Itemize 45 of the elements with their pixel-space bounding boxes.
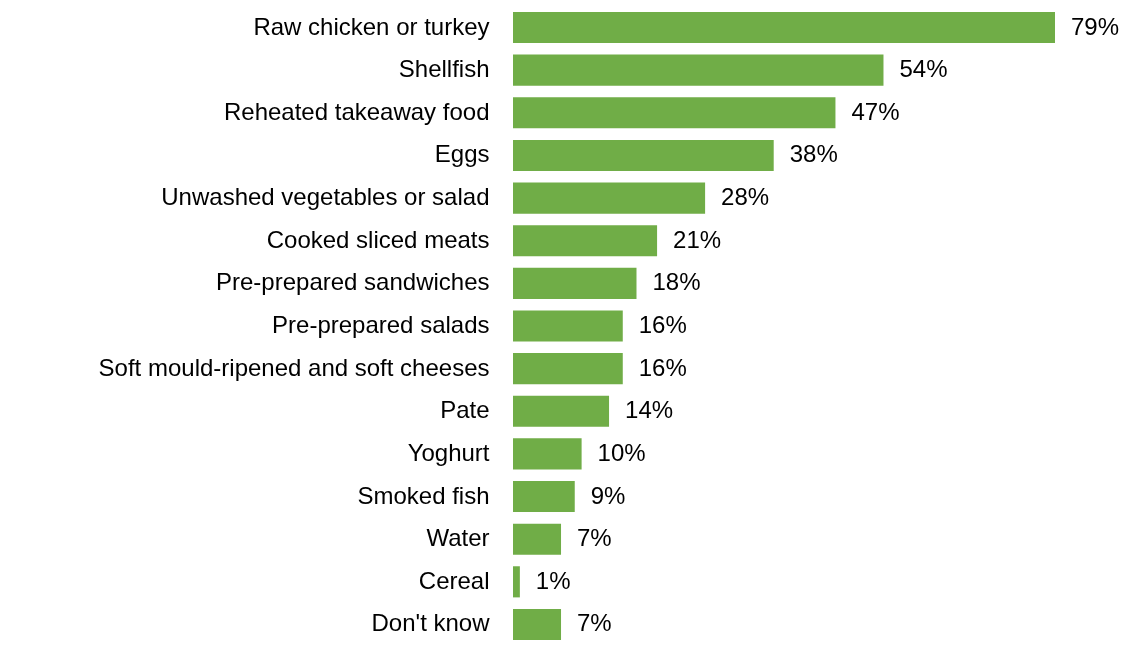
bar <box>513 139 774 172</box>
bar <box>513 566 520 598</box>
bar <box>513 310 623 342</box>
data-label: 1% <box>535 566 571 594</box>
bar <box>513 353 623 385</box>
data-label: 16% <box>638 311 687 338</box>
data-label: 47% <box>851 97 900 125</box>
y-tick-label: Water <box>426 524 490 552</box>
y-tick-label: Pate <box>440 396 490 424</box>
y-tick-label: Smoked fish <box>357 481 490 509</box>
bar <box>513 523 562 555</box>
data-label: 14% <box>625 396 674 424</box>
y-tick-label: Yoghurt <box>407 438 490 466</box>
bar <box>513 182 706 214</box>
data-label: 9% <box>590 481 626 509</box>
bar <box>513 267 637 299</box>
y-tick-label: Eggs <box>434 140 490 168</box>
data-label: 38% <box>789 140 838 168</box>
data-label: 16% <box>638 353 687 381</box>
y-tick-label: Pre-prepared salads <box>272 311 490 338</box>
y-tick-label: Soft mould-ripened and soft cheeses <box>98 353 490 381</box>
data-label: 18% <box>652 268 701 296</box>
y-tick-label: Cereal <box>418 566 490 594</box>
data-label: 54% <box>899 55 948 83</box>
y-tick-label: Cooked sliced meats <box>266 225 490 253</box>
data-label: 10% <box>597 438 646 466</box>
y-tick-label: Reheated takeaway food <box>223 97 490 125</box>
y-tick-label: Don't know <box>371 609 491 637</box>
bar <box>513 438 582 470</box>
data-label: 28% <box>721 183 770 211</box>
y-tick-label: Raw chicken or turkey <box>253 12 490 40</box>
y-tick-label: Pre-prepared sandwiches <box>216 268 490 296</box>
bar <box>513 480 575 513</box>
data-label: 7% <box>577 609 612 637</box>
bar <box>513 11 1055 44</box>
data-label: 21% <box>673 225 722 253</box>
bar <box>513 395 610 427</box>
y-tick-label: Shellfish <box>398 55 490 83</box>
bar <box>513 608 562 641</box>
bar <box>513 225 658 257</box>
y-tick-label: Unwashed vegetables or salad <box>161 183 490 211</box>
data-label: 7% <box>577 524 612 552</box>
data-label: 79% <box>1071 12 1120 40</box>
bar <box>513 97 836 129</box>
bar <box>513 54 884 86</box>
